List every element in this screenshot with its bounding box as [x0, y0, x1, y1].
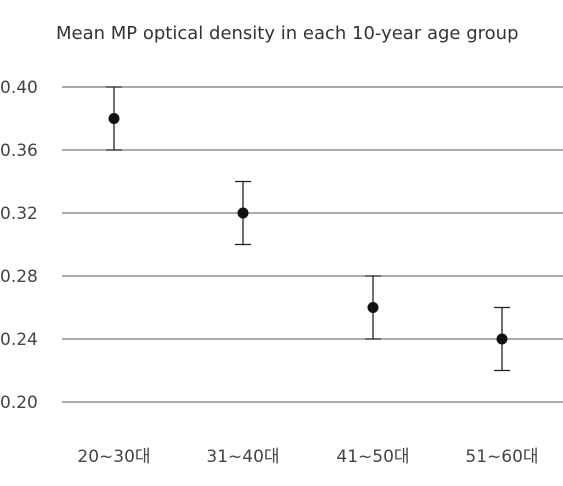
x-tick-label: 31~40대: [206, 447, 279, 467]
y-tick-labels: 0.40 0.36 0.32 0.28 0.24 0.20: [0, 78, 38, 413]
data-point: [237, 207, 249, 219]
data-point: [108, 113, 120, 124]
data-points: [108, 113, 508, 345]
x-tick-label: 41~50대: [336, 447, 409, 467]
data-point: [496, 333, 508, 345]
y-tick-label: 0.20: [0, 393, 38, 413]
x-tick-label: 51~60대: [465, 447, 538, 467]
y-tick-label: 0.24: [0, 330, 38, 350]
chart-title: Mean MP optical density in each 10-year …: [56, 23, 519, 44]
x-tick-labels: 20~30대 31~40대 41~50대 51~60대: [77, 447, 538, 467]
data-point: [367, 302, 379, 313]
y-tick-label: 0.40: [0, 78, 38, 98]
y-tick-label: 0.28: [0, 267, 38, 287]
grid-lines: [62, 86, 563, 403]
y-tick-label: 0.36: [0, 141, 38, 161]
error-bars: [106, 86, 510, 372]
y-tick-label: 0.32: [0, 204, 38, 224]
x-tick-label: 20~30대: [77, 447, 150, 467]
